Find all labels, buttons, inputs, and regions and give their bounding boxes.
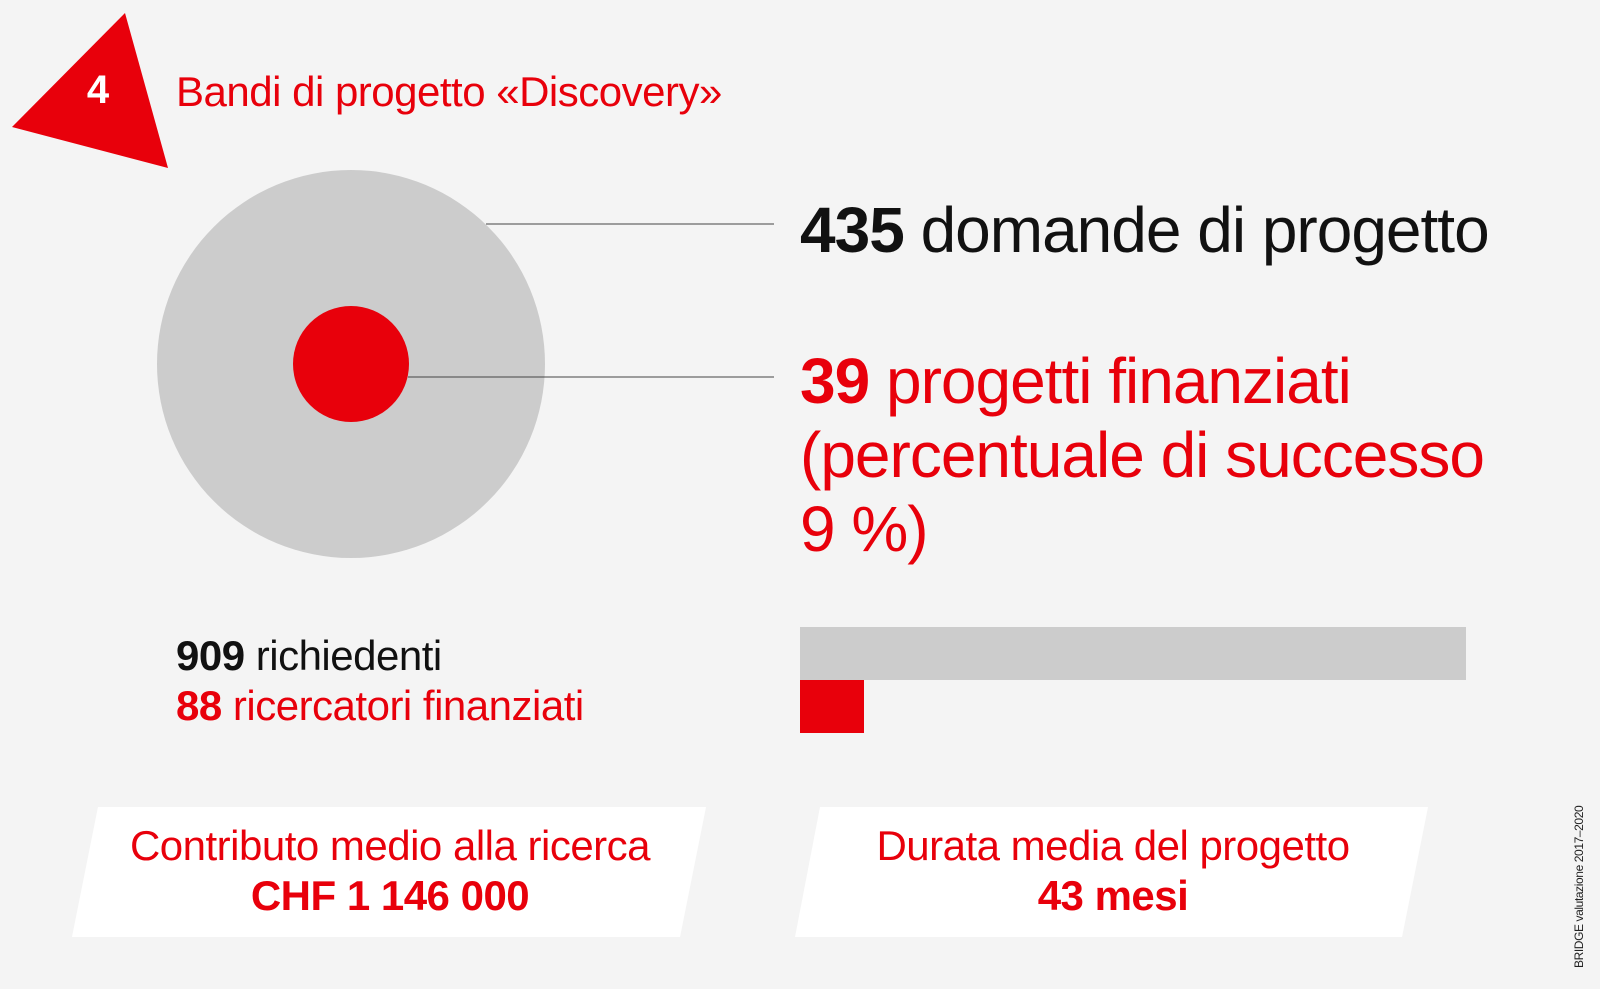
researchers-count: 88 (176, 682, 222, 729)
applications-stat: 435 domande di progetto (800, 193, 1490, 267)
section-number: 4 (86, 68, 110, 112)
card-backgrounds (72, 807, 1428, 937)
card-background-duration (795, 807, 1428, 937)
card-duration-label: Durata media del progetto (876, 822, 1350, 869)
source-credit: BRIDGE valutazione 2017–2020 (1572, 805, 1586, 968)
applicants-bar (800, 627, 1466, 680)
researchers-label: ricercatori finanziati (232, 682, 584, 729)
funded-projects-circle (293, 306, 409, 422)
applicants-stat: 909 richiedenti (176, 631, 442, 681)
applications-count: 435 (800, 194, 905, 266)
page-title: Bandi di progetto «Discovery» (176, 68, 722, 115)
proportion-circles (157, 170, 774, 558)
card-background-contribution (72, 807, 706, 937)
card-contribution: Contributo medio alla ricerca CHF 1 146 … (80, 807, 700, 937)
funded-stat: 39 progetti finanziati (percentuale di s… (800, 344, 1485, 566)
applicants-label: richiedenti (255, 632, 442, 679)
number-badge-triangle (12, 13, 168, 168)
success-label: (percentuale di successo (800, 419, 1485, 491)
card-contribution-value: CHF 1 146 000 (250, 872, 530, 919)
success-rate: 9 %) (800, 493, 929, 565)
funded-label: progetti finanziati (885, 345, 1352, 417)
applicants-count: 909 (176, 632, 245, 679)
funded-count: 39 (800, 345, 870, 417)
researchers-stat: 88 ricercatori finanziati (176, 681, 584, 731)
applications-label: domande di progetto (920, 194, 1490, 266)
researchers-bar (800, 680, 864, 733)
card-contribution-label: Contributo medio alla ricerca (129, 822, 651, 869)
card-duration-value: 43 mesi (1037, 872, 1189, 919)
card-duration: Durata media del progetto 43 mesi (803, 807, 1423, 937)
